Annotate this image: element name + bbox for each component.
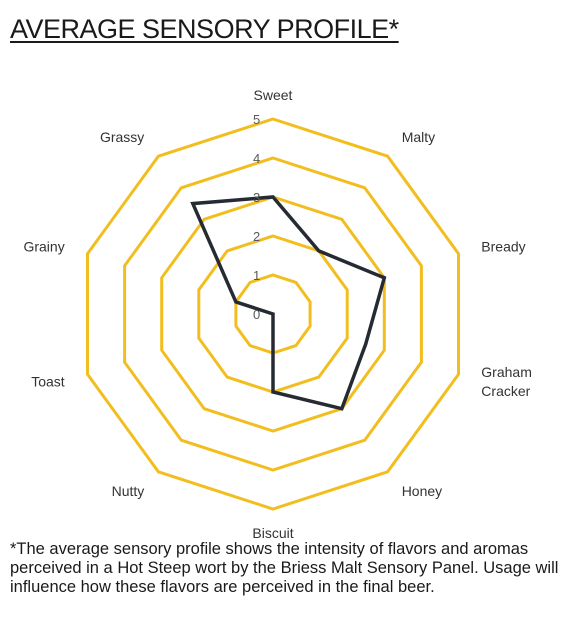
page-title: AVERAGE SENSORY PROFILE*	[10, 14, 399, 44]
axis-label-graham-cracker: Graham Cracker	[481, 364, 532, 399]
radial-tick-label: 5	[253, 112, 260, 127]
radar-axis-labels: Sweet Malty Bready Graham Cracker Honey Biscui…	[23, 87, 531, 540]
grid-ring-4	[123, 156, 423, 472]
footnote: *The average sensory profile shows the i…	[10, 540, 559, 596]
data-point-sweet	[271, 195, 275, 199]
axis-label-nutty: Nutty	[112, 483, 145, 499]
series-line-0	[190, 195, 387, 411]
data-point-honey	[340, 407, 344, 411]
radial-tick-label: 1	[253, 268, 260, 283]
data-point-grassy	[191, 202, 195, 206]
axis-label-grassy: Grassy	[100, 129, 144, 145]
radial-tick-label: 0	[253, 307, 260, 322]
data-point-toast	[271, 312, 275, 316]
data-point-grainy	[234, 300, 238, 304]
data-point-malty	[317, 249, 321, 253]
grid-ring-3	[160, 195, 386, 433]
axis-label-honey: Honey	[402, 483, 442, 499]
axis-label-malty: Malty	[402, 129, 435, 145]
axis-label-grainy: Grainy	[23, 238, 64, 254]
radar-series-layer	[190, 195, 387, 411]
grid-ring-5	[86, 117, 460, 511]
axis-label-biscuit: Biscuit	[252, 525, 293, 540]
radial-tick-label: 4	[253, 151, 260, 166]
data-point-biscuit	[271, 390, 275, 394]
data-point-graham-cracker	[364, 342, 368, 346]
axis-label-toast: Toast	[31, 374, 65, 390]
radar-grid	[86, 117, 460, 511]
axis-label-bready: Bready	[481, 238, 525, 254]
axis-label-sweet: Sweet	[254, 87, 293, 103]
data-point-bready	[382, 276, 386, 280]
radar-tick-labels: 0 1 2 3 4 5	[253, 112, 260, 322]
radial-tick-label: 3	[253, 190, 260, 205]
radar-chart: 0 1 2 3 4 5 Sweet Malty Bready Graham Cracker Hone…	[23, 87, 531, 540]
radial-tick-label: 2	[253, 229, 260, 244]
